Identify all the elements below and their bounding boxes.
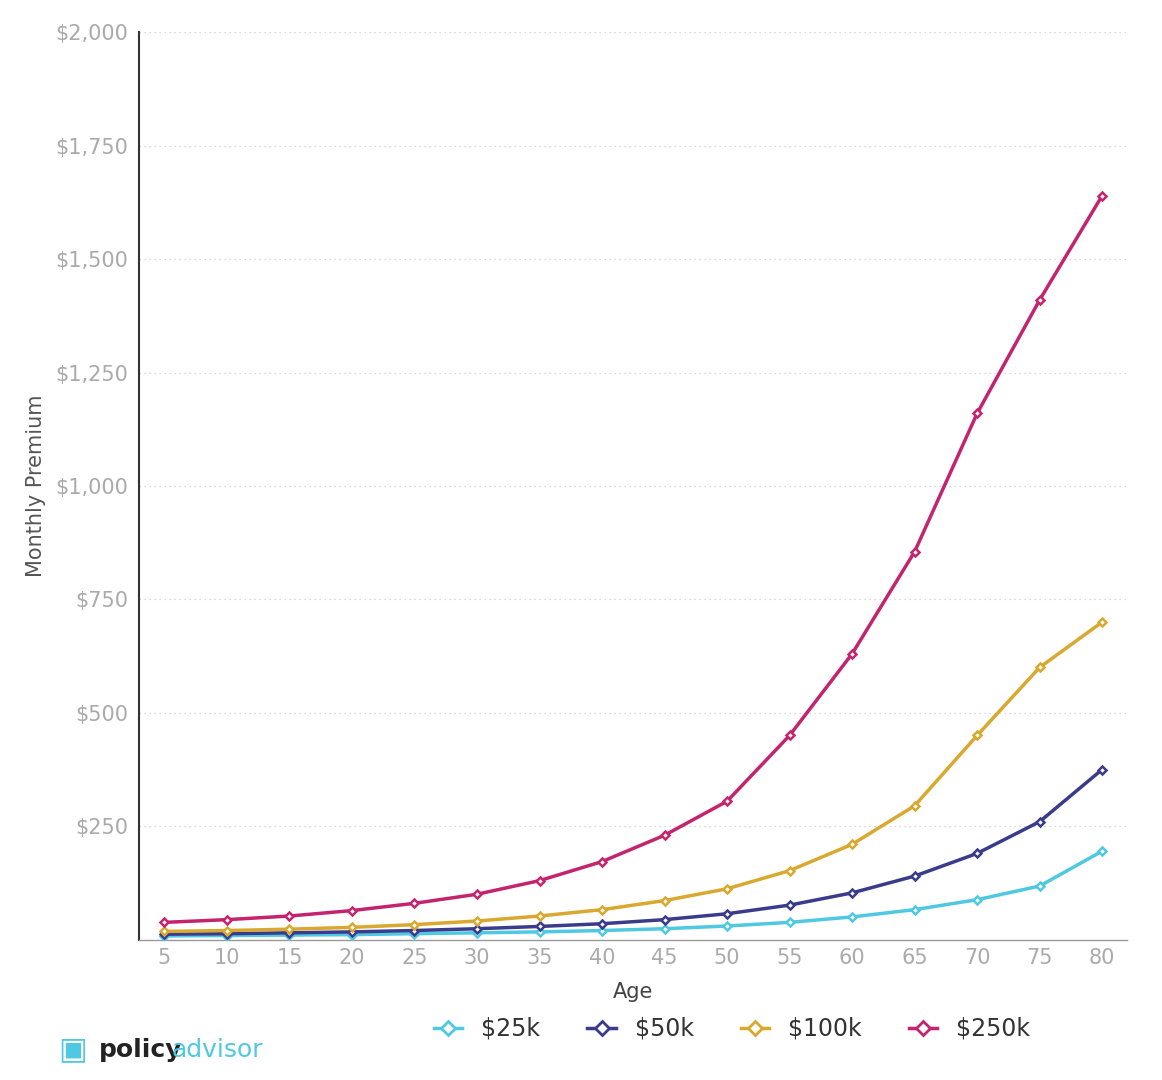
Text: policy: policy xyxy=(99,1038,182,1062)
Y-axis label: Monthly Premium: Monthly Premium xyxy=(26,395,46,577)
Text: advisor: advisor xyxy=(172,1038,264,1062)
X-axis label: Age: Age xyxy=(614,982,653,1002)
Legend: $25k, $50k, $100k, $250k: $25k, $50k, $100k, $250k xyxy=(424,1008,1040,1050)
Text: ▣: ▣ xyxy=(58,1036,87,1064)
